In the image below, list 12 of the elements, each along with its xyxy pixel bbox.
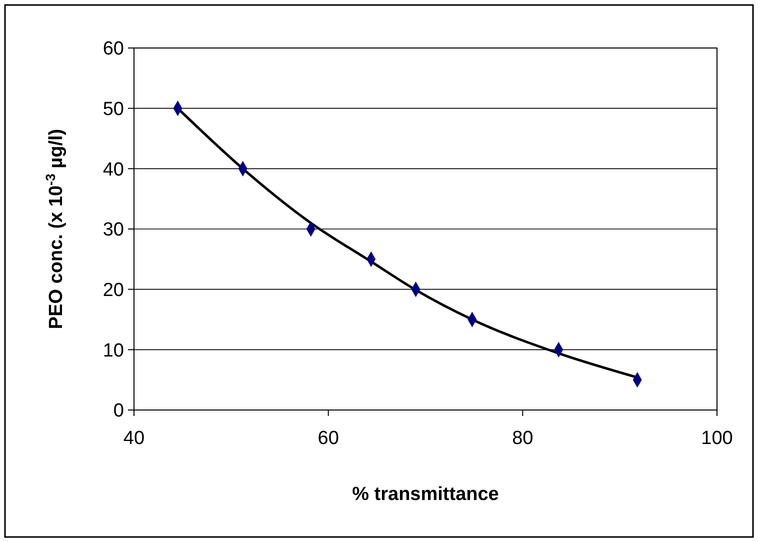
y-tick-label: 0 bbox=[113, 400, 124, 422]
y-tick-label: 60 bbox=[102, 38, 124, 60]
x-tick-label: 60 bbox=[318, 428, 339, 449]
y-tick-label: 10 bbox=[102, 340, 124, 362]
y-tick-label: 30 bbox=[102, 220, 124, 241]
y-tick-label: 50 bbox=[102, 98, 124, 120]
x-tick-label: 100 bbox=[701, 428, 733, 449]
y-tick-label: 20 bbox=[102, 280, 124, 301]
x-tick-label: 40 bbox=[123, 428, 145, 449]
x-tick-label: 80 bbox=[512, 428, 534, 449]
y-tick-label: 40 bbox=[102, 159, 124, 180]
x-axis-title: % transmittance bbox=[352, 484, 499, 505]
